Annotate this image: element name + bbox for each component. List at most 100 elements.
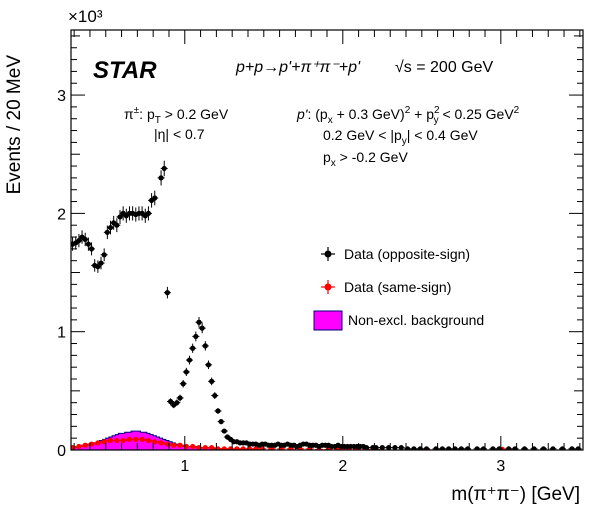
legend-label-same-sign: Data (same-sign) bbox=[344, 279, 451, 295]
x-tick-label: 1 bbox=[180, 458, 189, 475]
opposite-sign-point bbox=[75, 233, 83, 248]
opposite-sign-point bbox=[473, 446, 481, 450]
opposite-sign-point bbox=[201, 341, 209, 351]
same-sign-point bbox=[188, 443, 197, 450]
opposite-sign-point bbox=[539, 446, 547, 450]
axis-ticks: 1 2 3 0 1 2 3 bbox=[57, 30, 583, 475]
same-sign-point bbox=[119, 437, 128, 444]
opposite-sign-point bbox=[182, 367, 190, 376]
y-tick-label: 3 bbox=[57, 88, 66, 105]
same-sign-point bbox=[157, 440, 166, 446]
opposite-sign-point bbox=[157, 170, 165, 186]
proton-cuts-text: p': (px + 0.3 GeV)2 + p2 y < 0.25 GeV2 0.… bbox=[296, 105, 520, 169]
opposite-sign-point bbox=[107, 220, 115, 235]
opposite-sign-point bbox=[489, 446, 497, 450]
opposite-sign-point bbox=[186, 355, 194, 365]
same-sign-point bbox=[144, 437, 153, 444]
x-tick-label: 3 bbox=[496, 458, 505, 475]
opposite-sign-point bbox=[173, 399, 181, 406]
opposite-sign-point bbox=[363, 445, 371, 450]
opposite-sign-point bbox=[410, 446, 418, 450]
opposite-sign-point bbox=[404, 446, 412, 450]
process-label: p+p→p'+π⁺π⁻+p' bbox=[235, 59, 361, 76]
opposite-sign-point bbox=[94, 260, 102, 273]
opposite-sign-point bbox=[192, 331, 200, 342]
legend-marker-opposite-sign bbox=[324, 250, 332, 258]
opposite-sign-point bbox=[100, 248, 108, 262]
opposite-sign-point bbox=[198, 323, 206, 334]
opposite-sign-point bbox=[397, 445, 405, 450]
same-sign-point bbox=[207, 445, 216, 450]
opposite-sign-point bbox=[217, 419, 225, 425]
plot-frame bbox=[70, 29, 584, 451]
opposite-sign-point bbox=[549, 446, 557, 450]
opposite-sign-point bbox=[176, 394, 184, 402]
opposite-sign-point bbox=[457, 446, 465, 450]
opposite-sign-point bbox=[160, 160, 168, 177]
legend-entry-background: Non-excl. background bbox=[313, 310, 484, 331]
opposite-sign-point bbox=[574, 446, 582, 450]
legend-entry-same-sign: Data (same-sign) bbox=[321, 279, 451, 295]
opposite-sign-point bbox=[568, 446, 576, 450]
pion-cut-eta: |η| < 0.7 bbox=[154, 126, 205, 142]
proton-cut-py: 0.2 GeV < |py| < 0.4 GeV bbox=[323, 127, 478, 147]
x-axis-label: m(π⁺π⁻) [GeV] bbox=[451, 484, 580, 505]
opposite-sign-point bbox=[204, 360, 212, 370]
opposite-sign-point bbox=[558, 446, 566, 450]
sqrt-s-label: √s = 200 GeV bbox=[395, 59, 494, 76]
opposite-sign-point bbox=[432, 446, 440, 450]
opposite-sign-point bbox=[530, 446, 538, 450]
opposite-sign-point bbox=[479, 446, 487, 450]
same-sign-point bbox=[81, 442, 90, 448]
opposite-sign-point bbox=[423, 446, 431, 450]
legend-label-opposite-sign: Data (opposite-sign) bbox=[344, 246, 470, 262]
proton-cut-circle: p': (px + 0.3 GeV)2 + p2 y < 0.25 GeV2 bbox=[296, 105, 520, 126]
opposite-sign-point bbox=[88, 242, 96, 256]
same-sign-point bbox=[176, 442, 185, 448]
opposite-sign-point bbox=[464, 446, 472, 450]
legend: Data (opposite-sign) Data (same-sign) No… bbox=[313, 246, 484, 331]
opposite-sign-point bbox=[505, 446, 513, 450]
pion-cut-pt: π±: pT > 0.2 GeV bbox=[124, 105, 229, 126]
opposite-sign-point bbox=[144, 206, 152, 221]
opposite-sign-point bbox=[220, 428, 228, 434]
experiment-label: STAR bbox=[93, 57, 157, 84]
opposite-sign-point bbox=[511, 446, 519, 450]
opposite-sign-point bbox=[97, 256, 105, 270]
opposite-sign-point bbox=[189, 343, 197, 353]
opposite-sign-point bbox=[211, 392, 219, 399]
y-multiplier: ×10³ bbox=[68, 7, 103, 26]
pion-cuts-text: π±: pT > 0.2 GeV |η| < 0.7 bbox=[124, 105, 229, 142]
same-sign-point bbox=[74, 443, 83, 450]
opposite-sign-point bbox=[521, 446, 529, 450]
opposite-sign-point bbox=[167, 398, 175, 405]
x-tick-label: 2 bbox=[338, 458, 347, 475]
opposite-sign-point bbox=[113, 218, 121, 233]
opposite-sign-series bbox=[71, 160, 582, 450]
y-axis-label: Events / 20 MeV bbox=[4, 55, 25, 195]
legend-swatch-background bbox=[313, 310, 343, 331]
opposite-sign-point bbox=[208, 377, 216, 386]
opposite-sign-point bbox=[179, 380, 187, 388]
legend-marker-same-sign bbox=[324, 283, 332, 291]
legend-label-background: Non-excl. background bbox=[348, 312, 484, 328]
same-sign-point bbox=[93, 440, 102, 446]
opposite-sign-point bbox=[214, 408, 222, 414]
opposite-sign-point bbox=[163, 286, 171, 299]
opposite-sign-point bbox=[416, 446, 424, 450]
opposite-sign-point bbox=[438, 446, 446, 450]
y-tick-label: 2 bbox=[57, 206, 66, 223]
legend-entry-opposite-sign: Data (opposite-sign) bbox=[321, 246, 470, 262]
opposite-sign-point bbox=[195, 317, 203, 328]
y-tick-label: 0 bbox=[57, 443, 66, 460]
same-sign-point bbox=[138, 436, 147, 442]
opposite-sign-point bbox=[116, 209, 124, 224]
opposite-sign-point bbox=[151, 190, 159, 206]
proton-cut-px: px > -0.2 GeV bbox=[323, 149, 408, 169]
opposite-sign-point bbox=[445, 446, 453, 450]
y-tick-label: 1 bbox=[57, 325, 66, 342]
opposite-sign-point bbox=[391, 445, 399, 450]
opposite-sign-point bbox=[451, 446, 459, 450]
opposite-sign-point bbox=[378, 445, 386, 450]
